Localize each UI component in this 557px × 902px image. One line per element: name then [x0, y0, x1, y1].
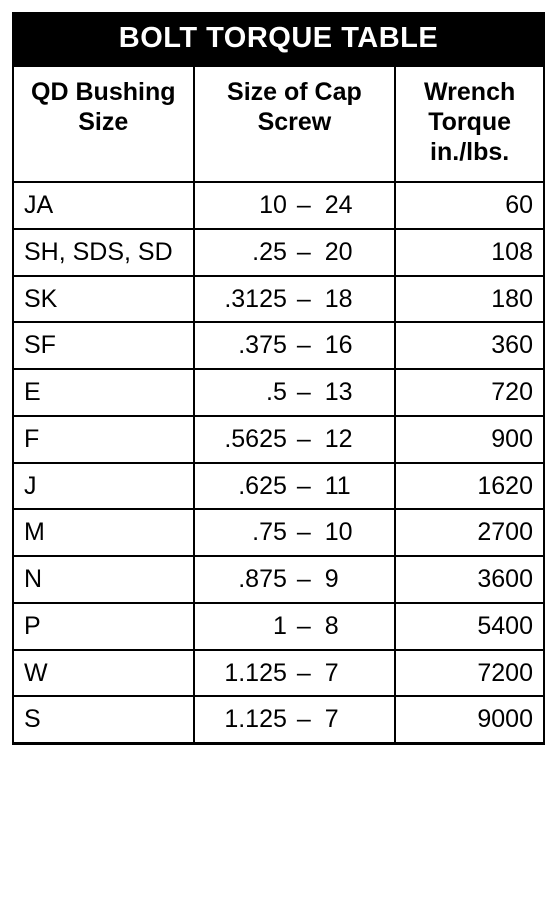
cell-torque: 5400: [395, 603, 544, 650]
col-header-bushing: QD Bushing Size: [13, 66, 194, 182]
table-row: SH, SDS, SD.25–20108: [13, 229, 544, 276]
cap-screw-size-a: .875: [201, 565, 287, 594]
cap-screw-sep: –: [287, 518, 321, 547]
cell-bushing: SH, SDS, SD: [13, 229, 194, 276]
table-row: N.875–93600: [13, 556, 544, 603]
table-row: F.5625–12900: [13, 416, 544, 463]
cap-screw-sep: –: [287, 705, 321, 734]
col-header-cap: Size of Cap Screw: [194, 66, 396, 182]
cap-screw-sep: –: [287, 425, 321, 454]
table-row: E.5–13720: [13, 369, 544, 416]
cell-bushing: M: [13, 509, 194, 556]
cell-bushing: E: [13, 369, 194, 416]
cap-screw-size-a: 1: [201, 612, 287, 641]
cap-screw-size-b: 10: [321, 518, 393, 547]
cap-screw-sep: –: [287, 472, 321, 501]
cell-bushing: W: [13, 650, 194, 697]
cap-screw-size-b: 20: [321, 238, 393, 267]
table-row: J.625–111620: [13, 463, 544, 510]
cap-screw-sep: –: [287, 238, 321, 267]
cell-torque: 900: [395, 416, 544, 463]
cap-screw-size-a: .75: [201, 518, 287, 547]
cell-bushing: SF: [13, 322, 194, 369]
cell-bushing: N: [13, 556, 194, 603]
cap-screw-size-b: 12: [321, 425, 393, 454]
cap-screw-size-b: 7: [321, 659, 393, 688]
cap-screw-size-b: 13: [321, 378, 393, 407]
cap-screw-size-a: .3125: [201, 285, 287, 314]
cap-screw-sep: –: [287, 331, 321, 360]
cap-screw-size-b: 9: [321, 565, 393, 594]
cell-bushing: P: [13, 603, 194, 650]
cell-torque: 7200: [395, 650, 544, 697]
table-row: SF.375–16360: [13, 322, 544, 369]
cap-screw-size-b: 16: [321, 331, 393, 360]
cell-torque: 720: [395, 369, 544, 416]
cell-bushing: SK: [13, 276, 194, 323]
cap-screw-size-b: 18: [321, 285, 393, 314]
cell-cap-screw: .625–11: [194, 463, 396, 510]
cap-screw-size-a: 1.125: [201, 705, 287, 734]
cap-screw-sep: –: [287, 285, 321, 314]
cell-torque: 2700: [395, 509, 544, 556]
cell-bushing: JA: [13, 182, 194, 229]
cell-cap-screw: .3125–18: [194, 276, 396, 323]
cap-screw-size-a: 1.125: [201, 659, 287, 688]
cap-screw-size-a: .25: [201, 238, 287, 267]
cap-screw-size-b: 8: [321, 612, 393, 641]
cap-screw-sep: –: [287, 378, 321, 407]
page: BOLT TORQUE TABLE QD Bushing Size Size o…: [0, 0, 557, 757]
cell-cap-screw: .75–10: [194, 509, 396, 556]
bolt-torque-table: BOLT TORQUE TABLE QD Bushing Size Size o…: [12, 12, 545, 745]
cap-screw-size-b: 7: [321, 705, 393, 734]
cap-screw-sep: –: [287, 659, 321, 688]
cell-cap-screw: .25–20: [194, 229, 396, 276]
cell-cap-screw: .875–9: [194, 556, 396, 603]
cap-screw-size-a: .5625: [201, 425, 287, 454]
col-header-torque: Wrench Torque in./lbs.: [395, 66, 544, 182]
table-row: SK.3125–18180: [13, 276, 544, 323]
table-row: W1.125–77200: [13, 650, 544, 697]
cell-torque: 180: [395, 276, 544, 323]
table-row: S1.125–79000: [13, 696, 544, 743]
cap-screw-sep: –: [287, 565, 321, 594]
cap-screw-size-b: 11: [321, 472, 393, 501]
table-title: BOLT TORQUE TABLE: [13, 13, 544, 66]
cap-screw-size-b: 24: [321, 191, 393, 220]
cap-screw-size-a: .5: [201, 378, 287, 407]
cell-bushing: F: [13, 416, 194, 463]
cell-cap-screw: .5–13: [194, 369, 396, 416]
cap-screw-size-a: .625: [201, 472, 287, 501]
cell-bushing: S: [13, 696, 194, 743]
table-row: JA10–2460: [13, 182, 544, 229]
cell-cap-screw: 10–24: [194, 182, 396, 229]
table-row: M.75–102700: [13, 509, 544, 556]
cell-torque: 3600: [395, 556, 544, 603]
cell-cap-screw: 1.125–7: [194, 650, 396, 697]
cell-bushing: J: [13, 463, 194, 510]
cap-screw-sep: –: [287, 612, 321, 641]
cap-screw-size-a: .375: [201, 331, 287, 360]
cell-cap-screw: 1–8: [194, 603, 396, 650]
cell-torque: 360: [395, 322, 544, 369]
cell-cap-screw: .375–16: [194, 322, 396, 369]
cell-torque: 60: [395, 182, 544, 229]
cell-torque: 9000: [395, 696, 544, 743]
table-row: P1–85400: [13, 603, 544, 650]
cell-torque: 108: [395, 229, 544, 276]
cell-torque: 1620: [395, 463, 544, 510]
cap-screw-sep: –: [287, 191, 321, 220]
cell-cap-screw: 1.125–7: [194, 696, 396, 743]
cell-cap-screw: .5625–12: [194, 416, 396, 463]
cap-screw-size-a: 10: [201, 191, 287, 220]
